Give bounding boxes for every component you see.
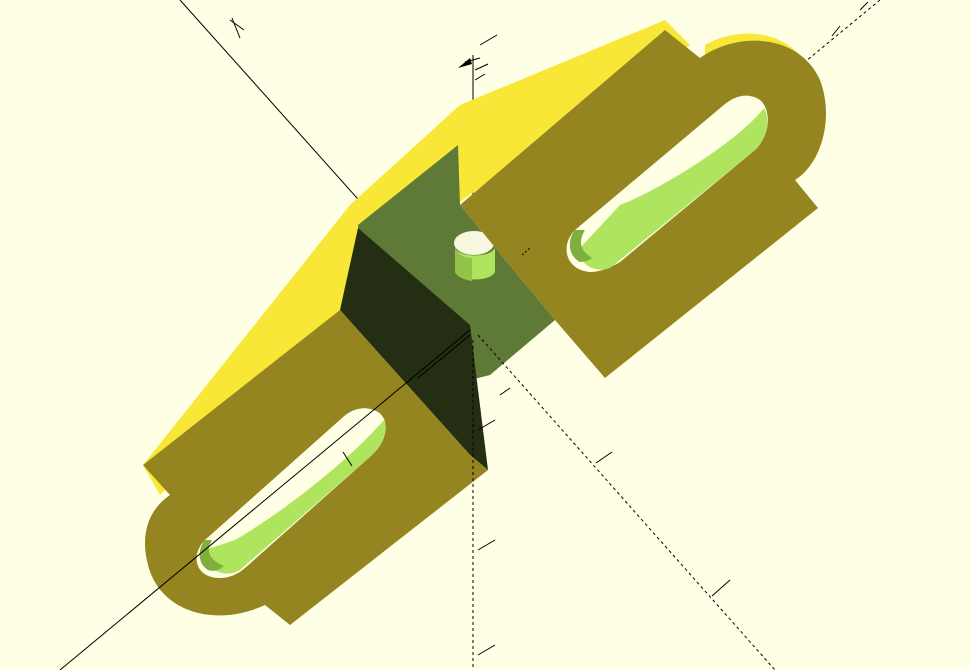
bracket-model[interactable] [143, 20, 826, 625]
web-face-dark [340, 228, 488, 470]
axis-line-solid-lower [59, 329, 471, 670]
right-slot [566, 95, 768, 273]
axes-front [59, 247, 776, 670]
axis-line-dotted-lower [477, 334, 776, 670]
right-tab-top-edge [705, 33, 810, 70]
left-slot [196, 408, 386, 578]
web-hole [454, 231, 495, 281]
